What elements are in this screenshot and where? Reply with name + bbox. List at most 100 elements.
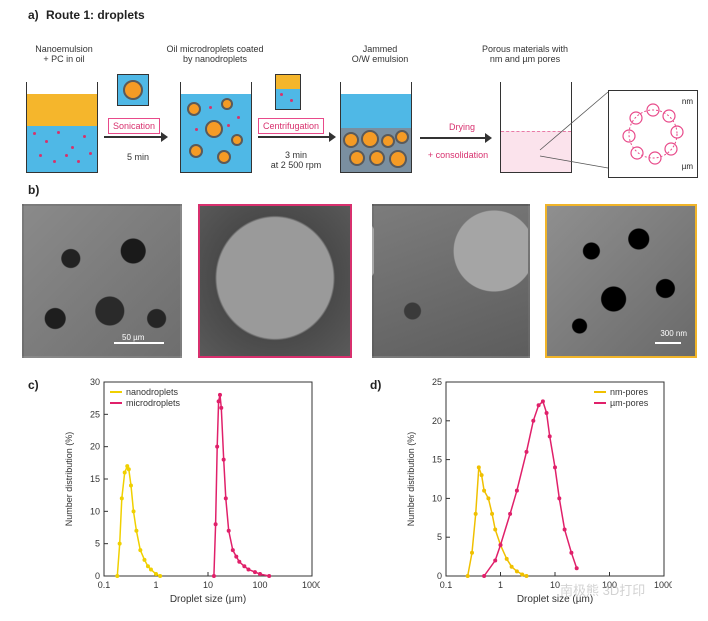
x-tick-label: 100: [602, 580, 617, 590]
data-point: [219, 405, 224, 410]
data-point: [221, 457, 226, 462]
data-point: [145, 564, 150, 569]
data-point: [557, 496, 562, 501]
x-tick-label: 1: [498, 580, 503, 590]
data-point: [524, 574, 529, 578]
sem-image-3: [372, 204, 530, 358]
legend-label: nm-pores: [610, 387, 649, 397]
data-point: [246, 567, 251, 572]
data-point: [226, 528, 231, 533]
beaker-porous: [500, 82, 572, 173]
arrow-2: [258, 132, 336, 142]
data-point: [134, 528, 139, 533]
y-tick-label: 10: [432, 493, 442, 503]
series-line-0: [116, 464, 161, 577]
panel-a-heading: a) Route 1: droplets: [28, 8, 145, 22]
data-point: [493, 527, 498, 532]
oil-layer: [27, 94, 97, 126]
data-point: [267, 574, 272, 578]
data-point: [536, 403, 541, 408]
data-point: [128, 483, 133, 488]
data-point: [482, 488, 487, 493]
panel-b-letter: b): [28, 183, 40, 197]
data-point: [115, 574, 120, 578]
x-axis-label: Droplet size (µm): [517, 594, 593, 605]
inset-nm-label: nm: [681, 97, 693, 106]
data-point: [211, 574, 216, 578]
data-point: [498, 542, 503, 547]
data-point: [493, 558, 498, 563]
data-point: [504, 556, 509, 561]
inset-connector-lines: [539, 91, 609, 169]
x-tick-label: 100: [252, 580, 267, 590]
data-point: [223, 496, 228, 501]
beaker-microdroplets: [180, 82, 252, 173]
jammed-layer: [341, 128, 411, 172]
pore-inset: nm µm: [608, 90, 698, 178]
y-tick-label: 20: [432, 416, 442, 426]
arrow-3: [420, 133, 492, 143]
data-point: [126, 467, 131, 472]
step-centrifugation: Centrifugation: [258, 118, 325, 134]
data-point: [562, 527, 567, 532]
water-layer: [27, 126, 97, 172]
porous-material: [501, 131, 571, 172]
data-point: [119, 496, 124, 501]
y-tick-label: 0: [437, 571, 442, 581]
y-tick-label: 0: [95, 571, 100, 581]
sem-image-2: [198, 204, 352, 358]
series-line-1: [213, 394, 270, 577]
data-point: [131, 509, 136, 514]
data-point: [122, 470, 127, 475]
panel-d-letter: d): [370, 378, 382, 392]
beaker-jammed: [340, 82, 412, 173]
chart-c: 0.1 1 10 100 1000 0 5 10 15 20 25 30 Droplet size (µ…: [64, 377, 320, 605]
stage4-label: Porous materials with nm and µm pores: [481, 44, 569, 64]
x-tick-label: 1000: [302, 580, 320, 590]
sem-image-4: 300 nm: [545, 204, 697, 358]
legend-label: microdroplets: [126, 398, 181, 408]
pore-ring-diagram: [622, 103, 684, 165]
droplet-icon: [117, 74, 149, 106]
panel-a-letter: a): [28, 8, 39, 22]
water-layer: [181, 94, 251, 172]
data-point: [117, 541, 122, 546]
data-point: [470, 550, 475, 555]
panel-c-letter: c): [28, 378, 39, 392]
data-point: [230, 548, 235, 553]
data-point: [544, 411, 549, 416]
y-tick-label: 5: [437, 532, 442, 542]
y-tick-label: 15: [432, 455, 442, 465]
x-tick-label: 10: [203, 580, 213, 590]
data-point: [215, 444, 220, 449]
data-point: [508, 511, 513, 516]
beaker-nanoemulsion: [26, 82, 98, 173]
data-point: [531, 418, 536, 423]
data-point: [148, 567, 153, 572]
data-point: [482, 574, 487, 578]
x-tick-label: 1000: [654, 580, 672, 590]
data-point: [217, 392, 222, 397]
stage1-label: Nanoemulsion + PC in oil: [35, 44, 93, 64]
step2-time: 3 min at 2 500 rpm: [270, 150, 322, 170]
y-tick-label: 30: [90, 377, 100, 387]
data-point: [142, 557, 147, 562]
data-point: [476, 465, 481, 470]
series-line-0: [466, 467, 527, 577]
data-point: [473, 511, 478, 516]
data-point: [125, 464, 130, 469]
data-point: [547, 434, 552, 439]
sem-image-1: 50 µm: [22, 204, 182, 358]
plot-frame: [103, 381, 313, 577]
data-point: [569, 550, 574, 555]
data-point: [258, 572, 262, 577]
data-point: [553, 465, 557, 470]
step3-drying: Drying: [448, 122, 475, 132]
x-tick-label: 0.1: [98, 580, 111, 590]
data-point: [509, 564, 514, 569]
y-tick-label: 25: [90, 409, 100, 419]
arrow-1: [104, 132, 168, 142]
data-point: [514, 569, 519, 574]
panel-a-title: Route 1: droplets: [46, 8, 145, 22]
tube-icon: [275, 74, 301, 110]
